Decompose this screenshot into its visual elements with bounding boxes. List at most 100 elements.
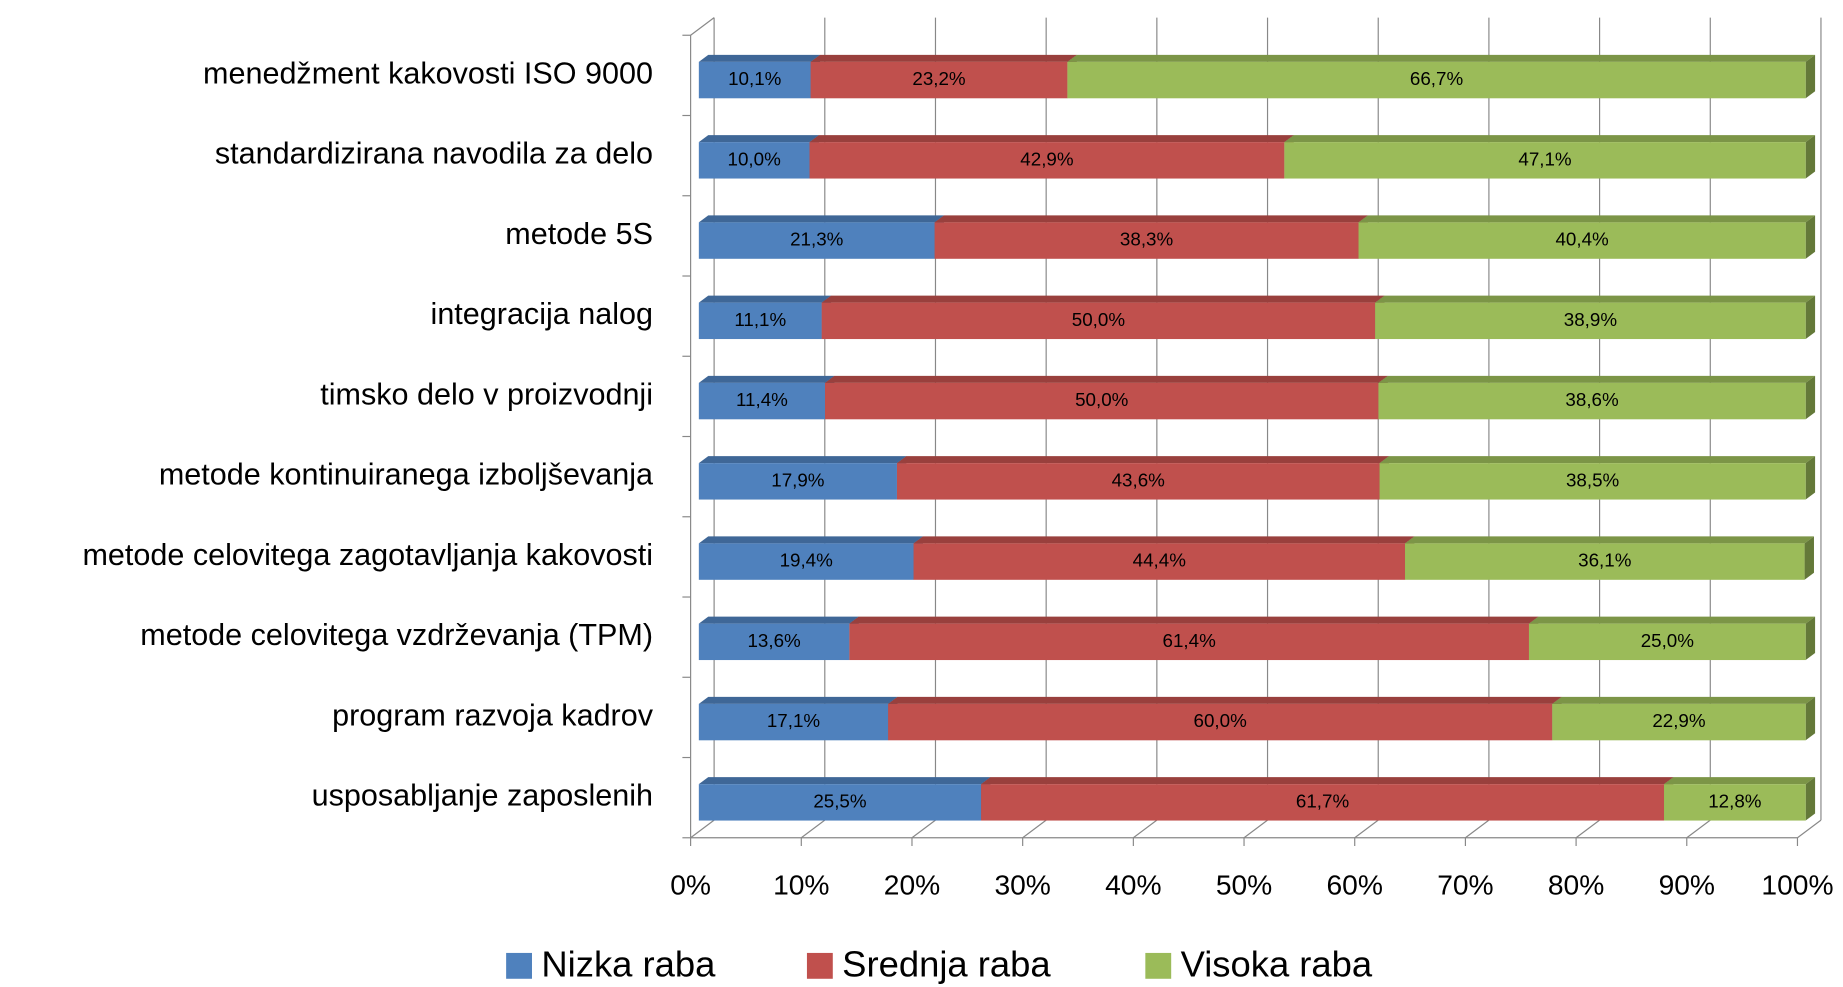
- floor-line: [1132, 819, 1158, 839]
- bar: [698, 382, 826, 420]
- bar-top: [1375, 295, 1816, 303]
- x-tick-label: 0%: [670, 869, 711, 901]
- bar-side: [1805, 777, 1816, 821]
- data-label: 60,0%: [1194, 710, 1248, 731]
- bar: [913, 543, 1406, 580]
- bar-top: [1284, 135, 1816, 143]
- bar-side: [1805, 696, 1816, 741]
- bar-top: [698, 696, 898, 704]
- bar-top: [1358, 215, 1816, 223]
- data-label: 11,1%: [734, 309, 786, 330]
- data-label: 40,4%: [1555, 229, 1609, 250]
- category-label: metode kontinuiranega izboljševanja: [159, 458, 653, 492]
- legend-swatch: [806, 952, 833, 979]
- bar: [698, 222, 935, 259]
- x-tick-label: 100%: [1761, 869, 1833, 901]
- data-label: 50,0%: [1075, 389, 1129, 410]
- floor-line: [1686, 819, 1711, 839]
- floor-line: [690, 819, 715, 839]
- data-label: 50,0%: [1072, 309, 1126, 330]
- floor-line: [1465, 819, 1490, 839]
- data-label: 17,9%: [771, 469, 825, 490]
- bar: [1378, 382, 1806, 420]
- category-label: standardizirana navodila za delo: [215, 137, 653, 171]
- data-label: 13,6%: [747, 630, 801, 651]
- category-label: integracija nalog: [431, 297, 653, 331]
- category-label: usposabljanje zaposlenih: [312, 779, 653, 813]
- bar: [698, 784, 982, 821]
- bar-top: [888, 696, 1562, 704]
- data-label: 38,6%: [1565, 389, 1619, 410]
- bar-top: [698, 456, 907, 464]
- category-label: program razvoja kadrov: [332, 698, 654, 732]
- bar-top: [1664, 777, 1816, 785]
- legend-swatch: [1145, 952, 1172, 979]
- category-label: timsko delo v proizvodnji: [320, 377, 653, 411]
- bar-top: [913, 536, 1415, 544]
- x-tick-label: 90%: [1659, 869, 1715, 901]
- data-label: 17,1%: [767, 710, 821, 731]
- category-label: metode celovitega zagotavljanja kakovost…: [82, 538, 653, 572]
- bar-top: [934, 215, 1368, 223]
- data-label: 23,2%: [912, 68, 966, 89]
- x-tick-label: 80%: [1548, 869, 1604, 901]
- data-label: 44,4%: [1133, 550, 1187, 571]
- bar-top: [896, 456, 1389, 464]
- bar-top: [1067, 54, 1816, 62]
- bar-top: [821, 295, 1385, 303]
- bar: [698, 142, 810, 179]
- legend-label: Nizka raba: [541, 944, 716, 985]
- bar-top: [698, 777, 991, 785]
- bar-top: [698, 54, 821, 62]
- bar: [810, 61, 1068, 99]
- bar-top: [825, 375, 1388, 383]
- bar: [1405, 543, 1805, 580]
- bar-top: [698, 295, 832, 303]
- data-label: 11,4%: [736, 389, 788, 410]
- category-label: menedžment kakovosti ISO 9000: [203, 56, 653, 90]
- legend-swatch: [506, 952, 532, 979]
- floor-line: [800, 819, 826, 839]
- bar: [698, 703, 889, 741]
- bar-side: [1805, 54, 1816, 99]
- bar-top: [849, 616, 1539, 624]
- data-label: 38,3%: [1120, 229, 1174, 250]
- bar: [821, 302, 1376, 340]
- bar-top: [1552, 696, 1816, 704]
- data-label: 19,4%: [780, 550, 834, 571]
- data-label: 38,5%: [1566, 469, 1620, 490]
- data-label: 10,0%: [728, 148, 782, 169]
- data-label: 25,0%: [1641, 630, 1695, 651]
- data-label: 47,1%: [1518, 148, 1572, 169]
- bar-top: [1405, 536, 1814, 544]
- bar-top: [698, 616, 859, 624]
- legend-label: Srednja raba: [842, 944, 1051, 985]
- data-label: 12,8%: [1708, 790, 1762, 811]
- data-label: 36,1%: [1578, 550, 1632, 571]
- bar: [1067, 61, 1806, 99]
- bar-top: [1378, 375, 1816, 383]
- data-label: 61,7%: [1296, 790, 1350, 811]
- bar: [1284, 142, 1806, 179]
- x-tick-label: 10%: [773, 869, 829, 901]
- floor-line: [911, 819, 936, 839]
- bar: [809, 142, 1285, 179]
- x-tick-label: 50%: [1216, 869, 1272, 901]
- bar-side: [1805, 456, 1816, 500]
- floor-line: [1022, 819, 1047, 839]
- bar: [825, 382, 1379, 420]
- bar-top: [698, 536, 923, 544]
- bar-side: [1805, 135, 1816, 179]
- bar-top: [1528, 616, 1816, 624]
- bar-side: [1804, 536, 1814, 580]
- bar: [896, 463, 1380, 500]
- data-label: 42,9%: [1020, 148, 1074, 169]
- bar-top: [698, 215, 944, 223]
- bar: [1358, 222, 1806, 259]
- bar-top: [810, 54, 1077, 62]
- data-label: 43,6%: [1112, 469, 1166, 490]
- data-label: 61,4%: [1163, 630, 1217, 651]
- category-label: metode 5S: [505, 217, 653, 251]
- bar: [1379, 463, 1806, 500]
- legend-label: Visoka raba: [1181, 944, 1373, 985]
